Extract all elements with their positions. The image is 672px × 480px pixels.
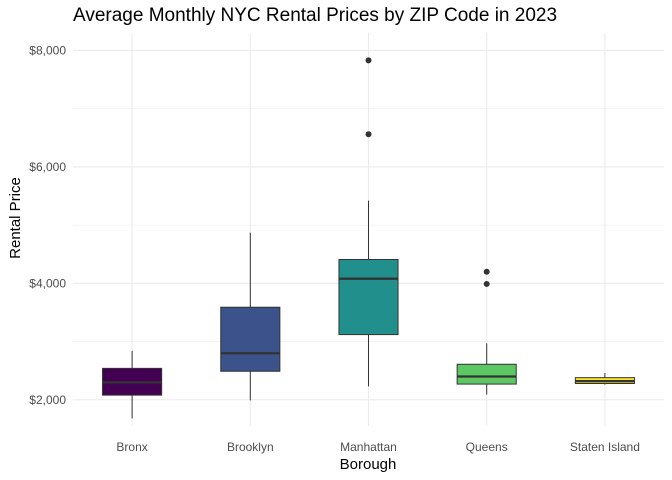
box-group: [338, 57, 399, 387]
box-group: [574, 373, 635, 385]
x-tick-label: Manhattan: [340, 440, 397, 454]
x-tick-label: Brooklyn: [227, 440, 274, 454]
outlier-point: [483, 280, 490, 287]
y-tick-label: $4,000: [29, 276, 66, 290]
box-group: [220, 232, 281, 401]
box-body: [456, 363, 517, 385]
x-tick-label: Queens: [466, 440, 508, 454]
box-group: [102, 350, 163, 419]
outlier-point: [365, 131, 372, 138]
chart-title: Average Monthly NYC Rental Prices by ZIP…: [73, 5, 558, 26]
outlier-point: [483, 268, 490, 275]
x-tick-label: Staten Island: [570, 440, 640, 454]
box-body: [338, 258, 399, 336]
y-tick-label: $6,000: [29, 160, 66, 174]
box-layer: [102, 57, 635, 419]
tick-label-layer: $2,000 $4,000 $6,000 $8,000 Bronx Brooklyn Man…: [29, 43, 640, 454]
y-axis-title: Rental Price: [7, 177, 24, 259]
box-body: [220, 306, 281, 372]
y-tick-label: $8,000: [29, 43, 66, 57]
outlier-point: [365, 57, 372, 64]
x-tick-label: Bronx: [116, 440, 147, 454]
box-group: [456, 268, 517, 395]
x-axis-title: Borough: [340, 456, 397, 473]
y-tick-label: $2,000: [29, 393, 66, 407]
